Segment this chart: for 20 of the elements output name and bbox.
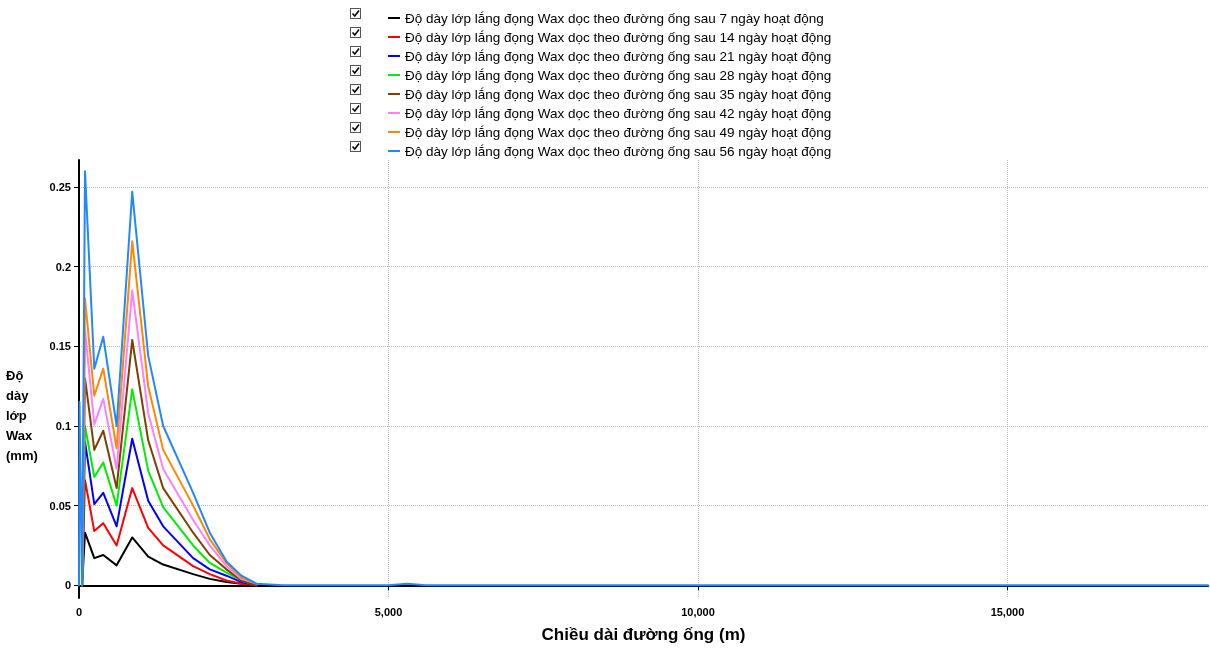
y-tick-label: 0 [64,579,71,592]
x-axis-title: Chiều dài đường ống (m) [541,625,746,644]
x-tick-label: 5,000 [374,605,403,618]
x-tick-label: 0 [75,605,83,618]
legend-label: Độ dày lớp lắng đọng Wax dọc theo đường ống sau 28 ngày hoạt động [405,67,832,83]
y-tick-label: 0.15 [49,340,71,353]
x-tick-label: 10,000 [681,605,715,618]
legend-label: Độ dày lớp lắng đọng Wax dọc theo đường ống sau 49 ngày hoạt động [405,124,832,140]
legend-label: Độ dày lớp lắng đọng Wax dọc theo đường ống sau 14 ngày hoạt động [405,29,832,45]
legend-label: Độ dày lớp lắng đọng Wax dọc theo đường ống sau 56 ngày hoạt động [405,143,832,159]
y-tick-label: 0.2 [55,260,71,273]
legend-label: Độ dày lớp lắng đọng Wax dọc theo đường ống sau 21 ngày hoạt động [405,48,832,64]
y-tick-label: 0.25 [49,181,71,194]
y-tick-label: 0.1 [55,419,71,432]
x-tick-label: 15,000 [990,605,1025,618]
y-axis-title: Độ dày lớp Wax (mm) [6,367,38,463]
legend-label: Độ dày lớp lắng đọng Wax dọc theo đường ống sau 35 ngày hoạt động [405,86,832,102]
legend-label: Độ dày lớp lắng đọng Wax dọc theo đường ống sau 7 ngày hoạt động [405,10,824,26]
y-tick-label: 0.05 [49,499,71,512]
legend-label: Độ dày lớp lắng đọng Wax dọc theo đường ống sau 42 ngày hoạt động [405,105,832,121]
